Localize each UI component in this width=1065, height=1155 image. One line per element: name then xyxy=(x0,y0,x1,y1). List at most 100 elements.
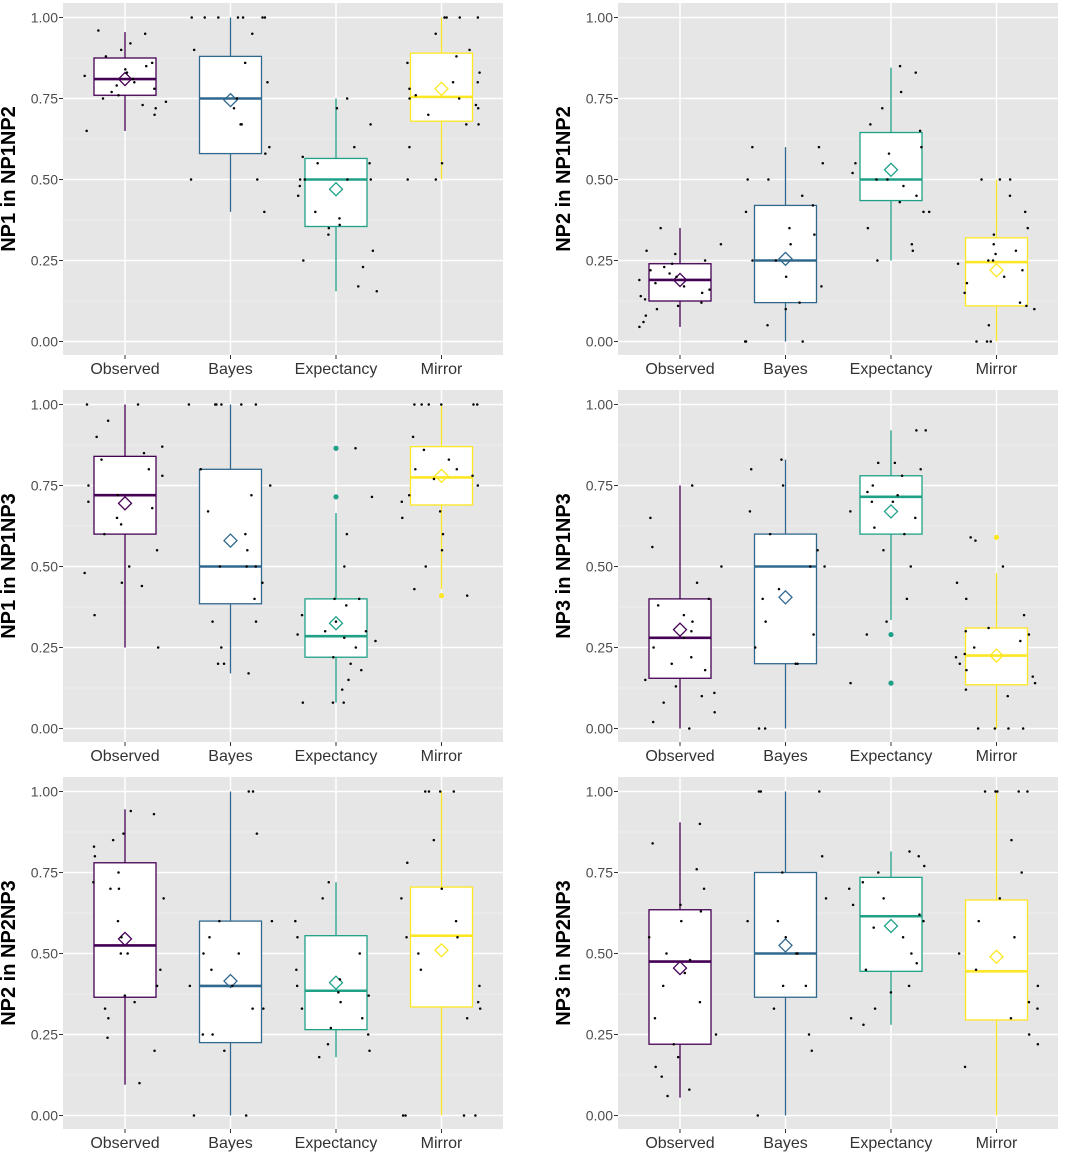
data-point xyxy=(465,594,469,597)
data-point xyxy=(861,880,865,884)
data-point xyxy=(698,1000,702,1004)
outlier-point xyxy=(993,534,1000,540)
outlier-point xyxy=(438,593,445,599)
data-point xyxy=(759,790,763,793)
data-point xyxy=(369,178,373,181)
y-tick-label: 0.25 xyxy=(586,640,613,656)
box-bayes xyxy=(753,459,818,729)
panel-np3-in-np1np3: 0.00 0.25 0.50 0.75 1.00 Observed Bayes Expecta… xyxy=(553,390,1058,765)
data-point xyxy=(674,252,677,256)
mean-marker xyxy=(989,262,1004,278)
data-point xyxy=(457,97,461,100)
data-point xyxy=(188,984,192,988)
data-point xyxy=(651,720,655,724)
points-mirror xyxy=(954,536,1037,730)
data-point xyxy=(915,194,918,197)
data-point xyxy=(125,71,129,74)
mean-marker xyxy=(117,495,133,511)
data-point xyxy=(915,961,918,965)
data-point xyxy=(875,178,878,181)
data-point xyxy=(141,103,144,107)
mean-marker xyxy=(223,533,238,548)
data-point xyxy=(900,474,904,478)
data-point xyxy=(920,145,923,149)
data-point xyxy=(251,32,254,35)
data-point xyxy=(862,1023,865,1027)
data-point xyxy=(719,243,723,246)
data-point xyxy=(954,655,958,659)
data-point xyxy=(974,539,977,542)
data-point xyxy=(232,106,236,110)
data-point xyxy=(886,178,889,181)
data-point xyxy=(965,281,969,285)
x-tick-label-mirror: Mirror xyxy=(421,748,463,765)
data-point xyxy=(876,259,879,262)
box-bayes xyxy=(753,147,818,342)
data-point xyxy=(713,711,716,714)
data-point xyxy=(254,620,258,623)
box-expectancy xyxy=(859,67,923,261)
data-point xyxy=(296,633,299,636)
iqr-box xyxy=(409,886,474,1008)
data-point xyxy=(753,646,757,649)
data-point xyxy=(440,403,443,406)
data-point xyxy=(210,968,213,971)
data-point xyxy=(751,259,754,262)
data-point xyxy=(476,16,480,19)
data-point xyxy=(83,74,86,78)
data-point xyxy=(300,1007,304,1010)
data-point xyxy=(349,662,352,665)
data-point xyxy=(343,636,346,640)
data-point xyxy=(1023,210,1027,214)
x-tick-label-bayes: Bayes xyxy=(208,748,252,765)
data-point xyxy=(438,510,442,513)
data-point xyxy=(239,123,242,126)
data-point xyxy=(133,81,136,84)
data-point xyxy=(659,226,662,230)
data-point xyxy=(438,790,442,793)
box-expectancy xyxy=(859,851,923,1025)
points-bayes xyxy=(746,790,828,1117)
data-point xyxy=(901,936,905,939)
data-point xyxy=(104,55,108,58)
y-tick-label: 0.75 xyxy=(31,478,58,494)
y-axis-title: NP1 in NP1NP3 xyxy=(0,493,20,639)
data-point xyxy=(917,855,920,858)
data-point xyxy=(918,913,921,916)
data-point xyxy=(115,84,118,87)
x-tick-label-expectancy: Expectancy xyxy=(295,748,378,765)
data-point xyxy=(963,291,966,295)
data-point xyxy=(321,897,324,900)
data-point xyxy=(643,298,647,301)
box-expectancy xyxy=(859,430,923,686)
data-point xyxy=(767,178,770,181)
data-point xyxy=(854,162,857,165)
mean-marker xyxy=(328,615,344,631)
x-tick-label-observed: Observed xyxy=(645,361,714,378)
data-point xyxy=(676,1055,680,1059)
y-tick-label: 0.50 xyxy=(586,946,613,962)
mean-marker xyxy=(434,942,449,958)
data-point xyxy=(1013,936,1016,939)
data-point xyxy=(893,461,897,465)
x-tick-label-mirror: Mirror xyxy=(421,361,463,378)
data-point xyxy=(744,210,748,214)
data-point xyxy=(445,16,448,19)
y-tick-label: 0.00 xyxy=(31,721,58,737)
y-axis-title: NP2 in NP2NP3 xyxy=(0,880,20,1026)
data-point xyxy=(189,178,193,181)
data-point xyxy=(994,252,997,256)
data-point xyxy=(914,516,917,520)
data-point xyxy=(468,48,471,52)
data-point xyxy=(354,446,357,450)
x-tick-label-mirror: Mirror xyxy=(421,1135,463,1152)
data-point xyxy=(106,419,110,422)
data-point xyxy=(190,16,193,19)
data-point xyxy=(656,604,660,607)
iqr-box xyxy=(964,237,1029,307)
data-point xyxy=(476,484,480,487)
data-point xyxy=(676,304,680,308)
data-point xyxy=(1009,1017,1013,1020)
data-point xyxy=(781,484,785,487)
mean-marker xyxy=(778,251,793,267)
